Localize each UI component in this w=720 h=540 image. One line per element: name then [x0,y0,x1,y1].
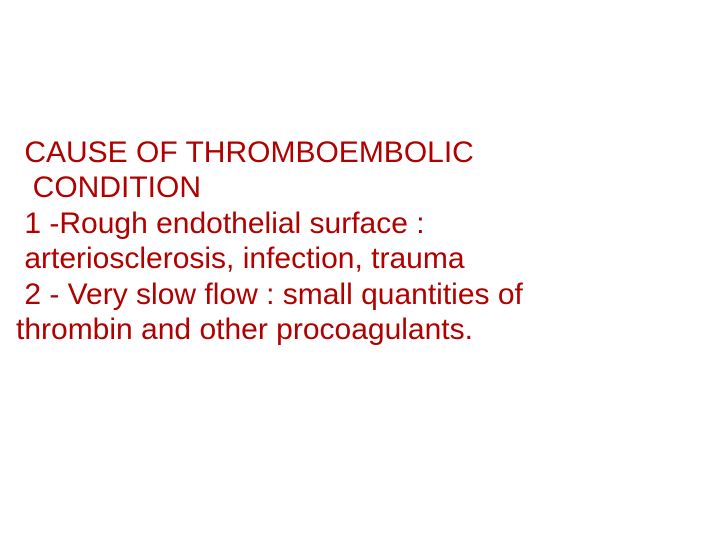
text-line: 2 - Very slow flow : small quantities of [16,277,700,312]
slide: CAUSE OF THROMBOEMBOLIC CONDITION 1 -Rou… [0,0,720,540]
text-line: thrombin and other procoagulants. [16,312,700,347]
text-line: 1 -Rough endothelial surface : [16,206,700,241]
text-line: arteriosclerosis, infection, trauma [16,241,700,276]
text-line: CAUSE OF THROMBOEMBOLIC [16,135,700,170]
text-line: CONDITION [16,170,700,205]
slide-text-block: CAUSE OF THROMBOEMBOLIC CONDITION 1 -Rou… [16,135,700,347]
